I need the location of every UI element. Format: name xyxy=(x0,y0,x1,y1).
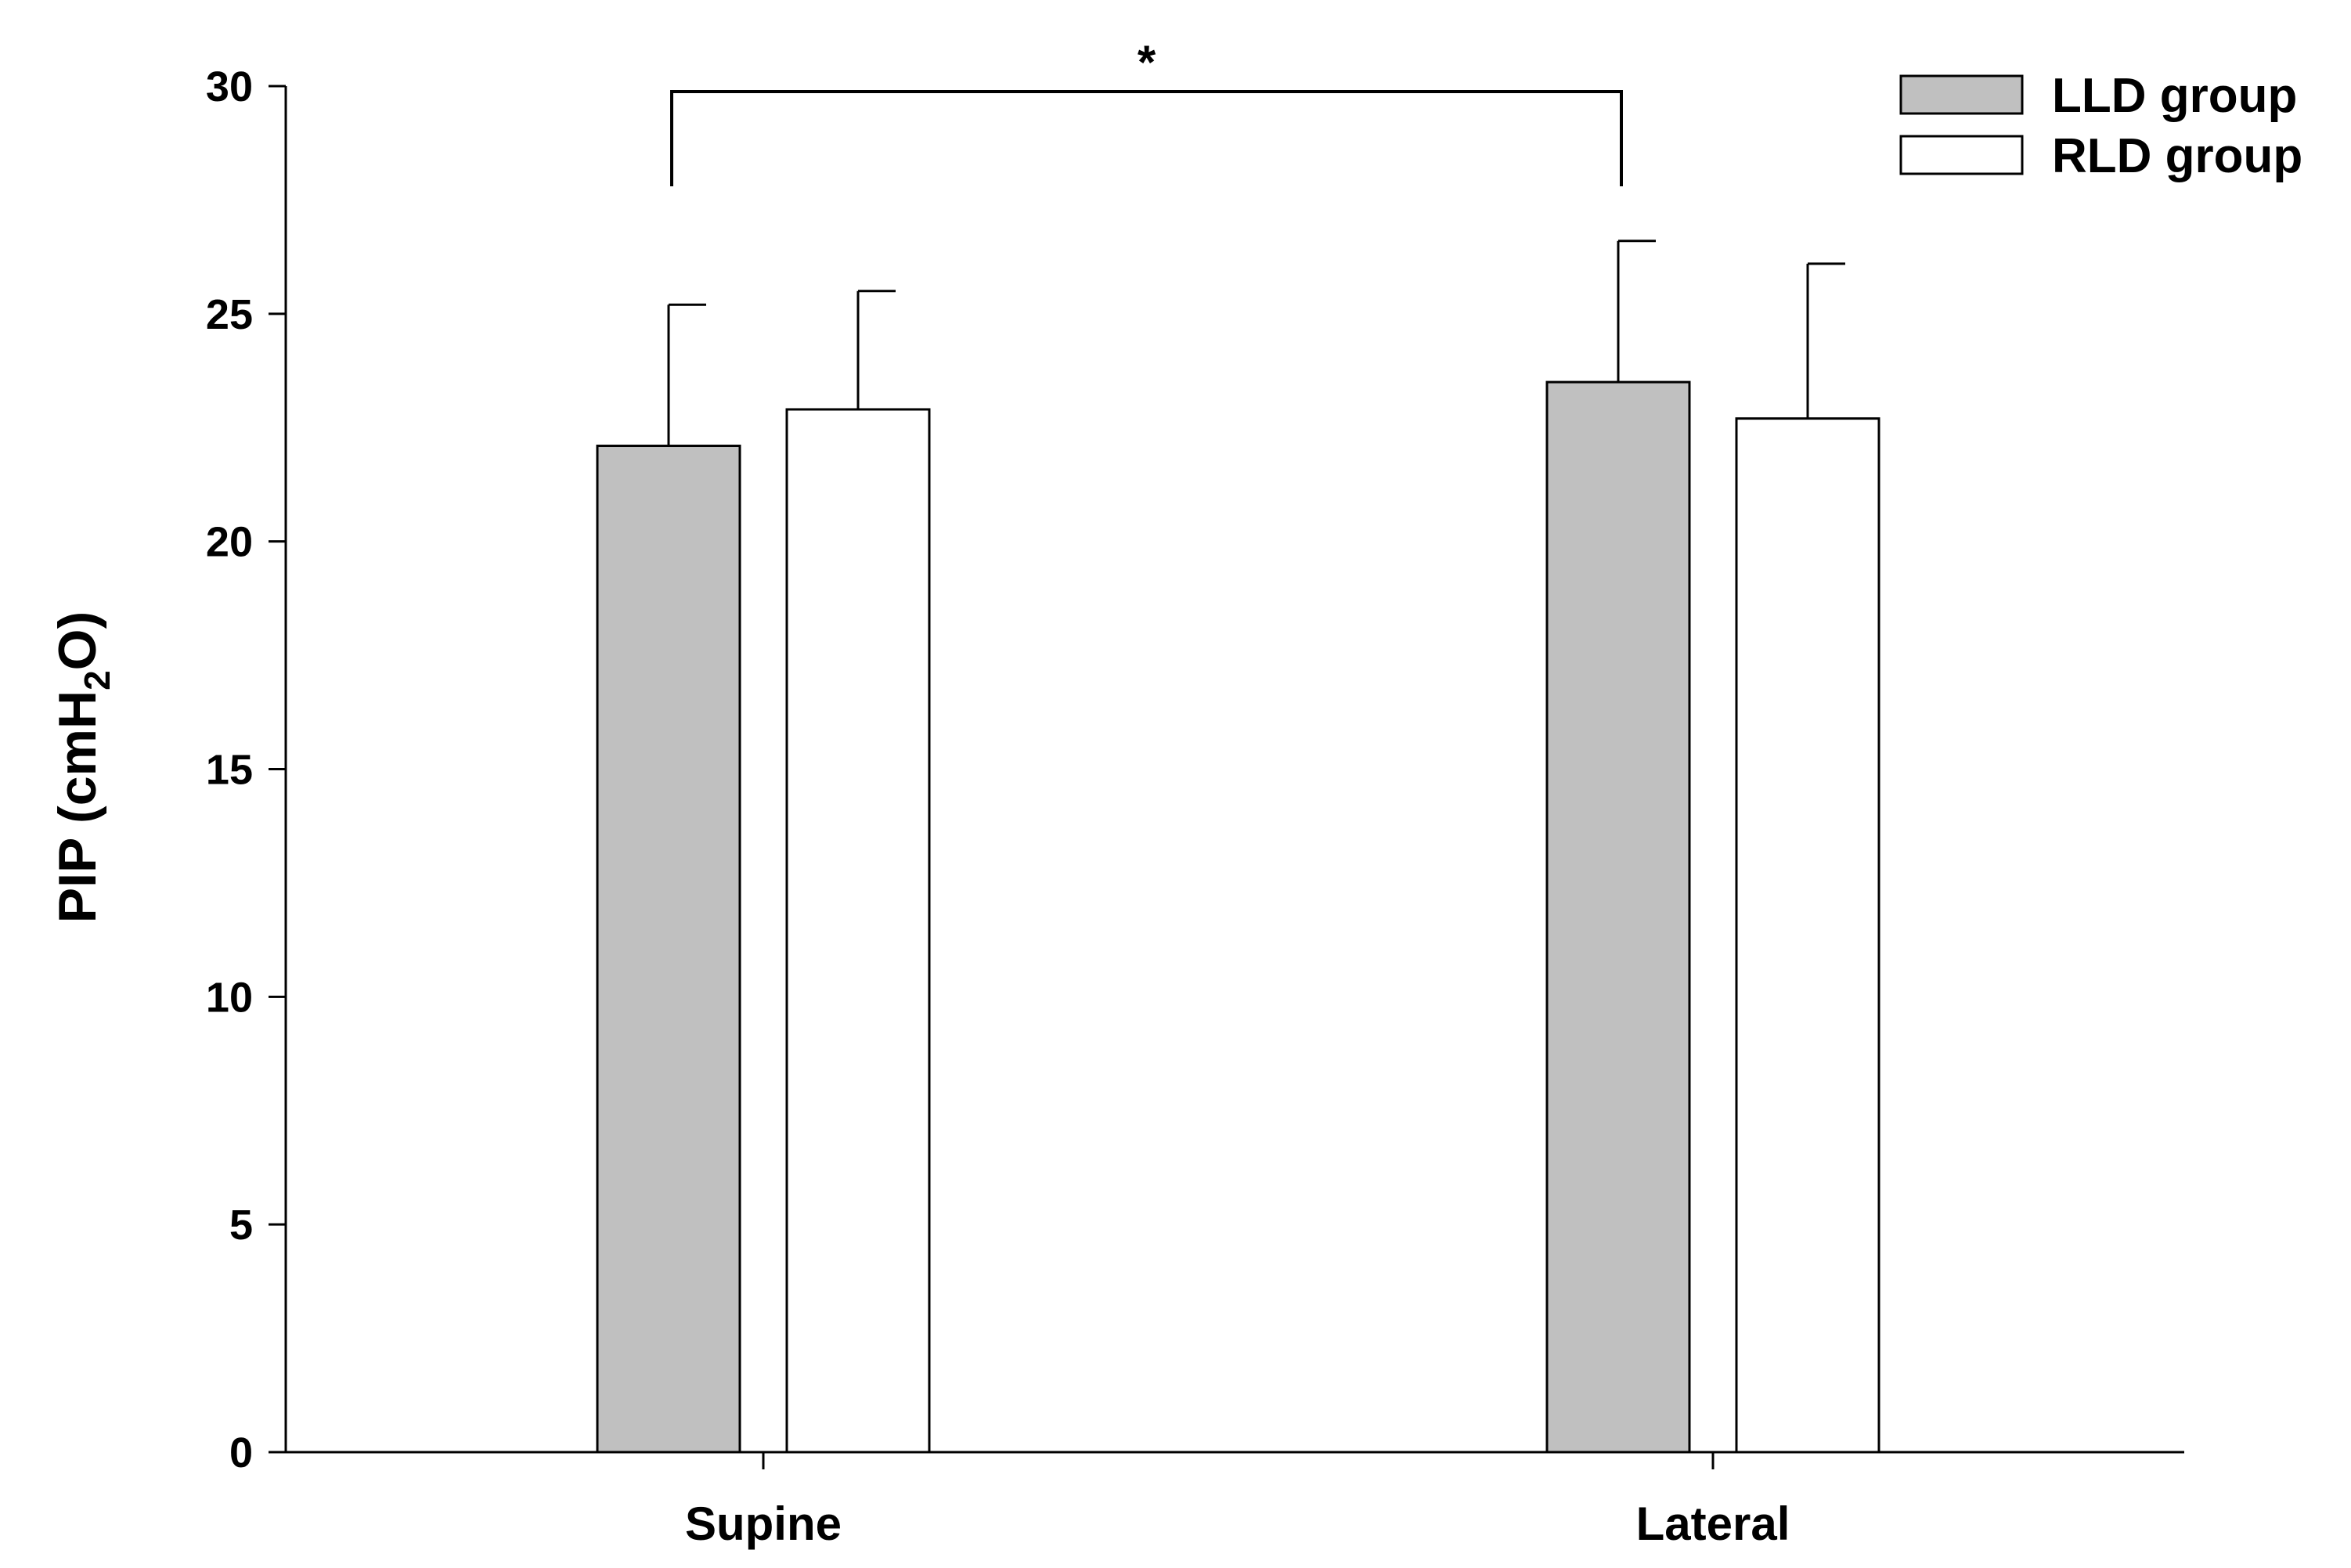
bar xyxy=(1735,417,1880,1454)
y-tick-label: 10 xyxy=(206,974,253,1021)
x-tick-label: Lateral xyxy=(1636,1498,1790,1550)
bar xyxy=(1545,380,1691,1454)
significance-marker: * xyxy=(1138,36,1156,88)
legend-label: LLD group xyxy=(2052,69,2297,123)
y-tick-label: 5 xyxy=(229,1202,253,1249)
y-tick-label: 15 xyxy=(206,747,253,794)
significance-bracket: * xyxy=(670,36,1623,186)
bar xyxy=(785,408,931,1454)
x-axis: Supine Lateral xyxy=(286,1451,2184,1550)
bar xyxy=(596,445,741,1454)
y-axis: 0 5 10 15 20 25 30 xyxy=(206,63,287,1476)
error-bars xyxy=(667,240,1845,446)
y-tick-label: 30 xyxy=(206,63,253,110)
legend-swatch xyxy=(1899,135,2024,175)
y-axis-title-subscript: 2 xyxy=(77,670,117,690)
y-axis-title: PIP (cmH2O) xyxy=(48,611,117,923)
y-tick-label: 20 xyxy=(206,519,253,566)
y-tick-label: 25 xyxy=(206,291,253,338)
legend-swatch xyxy=(1899,74,2024,115)
y-tick-label: 0 xyxy=(229,1429,253,1476)
y-axis-title-suffix: O) xyxy=(48,611,107,671)
legend: LLD group RLD group xyxy=(1899,69,2302,183)
x-tick-label: Supine xyxy=(685,1498,842,1550)
legend-label: RLD group xyxy=(2052,129,2302,183)
significance-bracket-line xyxy=(670,90,1623,186)
bars xyxy=(596,380,1880,1454)
y-axis-title-main: PIP (cmH xyxy=(48,690,107,923)
